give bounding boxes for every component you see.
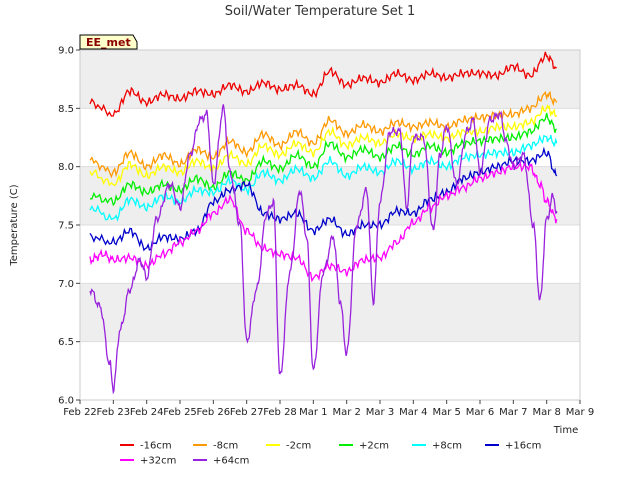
series-line--8cm [89, 90, 558, 179]
x-tick-label: Mar 6 [466, 407, 494, 418]
x-tick-label: Feb 23 [97, 407, 131, 418]
legend: -16cm -8cm -2cm +2cm +8cm +16cm +32cm +64cm [120, 441, 541, 467]
x-tick-label: Mar 7 [499, 407, 527, 418]
legend-label: +2cm [359, 441, 389, 452]
series-line-+32cm [89, 161, 558, 283]
site-badge: EE_met [79, 34, 138, 50]
legend-label: -16cm [140, 441, 172, 452]
series-line-+8cm [89, 134, 558, 222]
y-tick-label: 6.0 [58, 396, 74, 407]
x-tick-label: Feb 28 [263, 407, 297, 418]
legend-label: -2cm [286, 441, 311, 452]
x-tick-label: Feb 25 [163, 407, 197, 418]
legend-item-+8cm: +8cm [412, 441, 462, 452]
legend-label: +32cm [140, 456, 176, 467]
legend-label: +8cm [432, 441, 462, 452]
x-axis-label: Time [553, 425, 578, 436]
x-tick-label: Mar 3 [366, 407, 394, 418]
legend-item-+64cm: +64cm [193, 456, 249, 467]
y-tick-label: 9.0 [58, 46, 74, 57]
series-line-+64cm [89, 104, 558, 395]
x-tick-label: Feb 26 [197, 407, 231, 418]
x-tick-label: Mar 5 [432, 407, 460, 418]
grid-band [80, 166, 580, 225]
x-tick-label: Mar 2 [332, 407, 360, 418]
x-tick-label: Mar 1 [299, 407, 327, 418]
series-line-+16cm [89, 146, 558, 252]
y-tick-label: 8.0 [58, 162, 74, 173]
legend-item-+2cm: +2cm [339, 441, 389, 452]
series-layer [89, 51, 558, 395]
legend-item--8cm: -8cm [193, 441, 238, 452]
y-tick-label: 7.5 [58, 221, 74, 232]
legend-item-+16cm: +16cm [485, 441, 541, 452]
x-tick-label: Feb 24 [130, 407, 164, 418]
grid-band [80, 50, 580, 109]
site-badge-box [79, 34, 138, 50]
x-tick-label: Feb 22 [63, 407, 97, 418]
legend-label: +64cm [213, 456, 249, 467]
site-badge-label: EE_met [86, 36, 131, 49]
legend-item--16cm: -16cm [120, 441, 172, 452]
x-tick-label: Mar 4 [399, 407, 427, 418]
chart-title: Soil/Water Temperature Set 1 [225, 4, 416, 19]
x-tick-label: Mar 8 [532, 407, 560, 418]
legend-label: -8cm [213, 441, 238, 452]
y-axis: 6.0 6.5 7.0 7.5 8.0 8.5 9.0 [58, 46, 80, 407]
y-tick-label: 7.0 [58, 279, 74, 290]
legend-label: +16cm [505, 441, 541, 452]
grid-band [80, 283, 580, 342]
series-line--2cm [89, 103, 558, 187]
legend-item-+32cm: +32cm [120, 456, 176, 467]
x-tick-label: Mar 9 [566, 407, 594, 418]
series-line--16cm [89, 51, 557, 117]
x-axis: Feb 22 Feb 23 Feb 24 Feb 25 Feb 26 Feb 27 Feb … [63, 400, 594, 418]
y-axis-label: Temperature (C) [9, 184, 20, 266]
legend-item--2cm: -2cm [266, 441, 311, 452]
x-tick-label: Feb 27 [230, 407, 264, 418]
y-tick-label: 6.5 [58, 337, 74, 348]
y-tick-label: 8.5 [58, 104, 74, 115]
